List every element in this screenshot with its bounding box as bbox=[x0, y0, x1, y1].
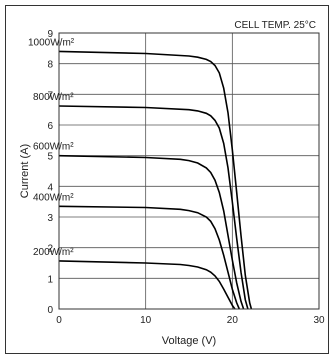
tick-labels: 0 1 2 3 4 5 6 7 8 9 0 10 20 30 bbox=[47, 29, 325, 326]
x-tick-label: 0 bbox=[56, 315, 62, 326]
y-tick-label: 4 bbox=[47, 182, 53, 193]
series-label: 1000W/m² bbox=[28, 37, 75, 48]
series-line bbox=[58, 154, 245, 310]
x-tick-label: 10 bbox=[140, 315, 152, 326]
y-tick-label: 9 bbox=[47, 29, 53, 40]
series-line bbox=[58, 50, 253, 310]
series-line bbox=[58, 205, 241, 310]
iv-curve-chart: 1000W/m² 800W/m² 600W/m² 400W/m² 200W/m² 0 1 2… bbox=[19, 20, 325, 347]
grid-lines bbox=[58, 32, 320, 310]
series-label: 600W/m² bbox=[33, 142, 74, 153]
series-label: 800W/m² bbox=[33, 92, 74, 103]
y-axis-label: Current (A) bbox=[19, 144, 31, 198]
y-tick-label: 5 bbox=[47, 152, 53, 163]
chart-frame: 1000W/m² 800W/m² 600W/m² 400W/m² 200W/m² 0 1 2… bbox=[5, 5, 329, 354]
series-label: 200W/m² bbox=[33, 247, 74, 258]
x-tick-label: 30 bbox=[313, 315, 325, 326]
x-axis-label: Voltage (V) bbox=[162, 335, 216, 347]
y-tick-label: 1 bbox=[47, 274, 53, 285]
series-label: 400W/m² bbox=[33, 192, 74, 203]
series-curves bbox=[58, 50, 253, 310]
series-line bbox=[58, 105, 249, 310]
y-tick-label: 7 bbox=[47, 90, 53, 101]
y-tick-label: 8 bbox=[47, 60, 53, 71]
series-line bbox=[58, 260, 236, 310]
cell-temp-annotation: CELL TEMP. 25°C bbox=[234, 20, 316, 31]
y-tick-label: 2 bbox=[47, 244, 53, 255]
y-tick-label: 6 bbox=[47, 121, 53, 132]
x-tick-label: 20 bbox=[227, 315, 239, 326]
series-labels: 1000W/m² 800W/m² 600W/m² 400W/m² 200W/m² bbox=[28, 37, 75, 257]
y-tick-label: 3 bbox=[47, 213, 53, 224]
plot-border bbox=[58, 32, 320, 310]
y-tick-label: 0 bbox=[47, 305, 53, 316]
